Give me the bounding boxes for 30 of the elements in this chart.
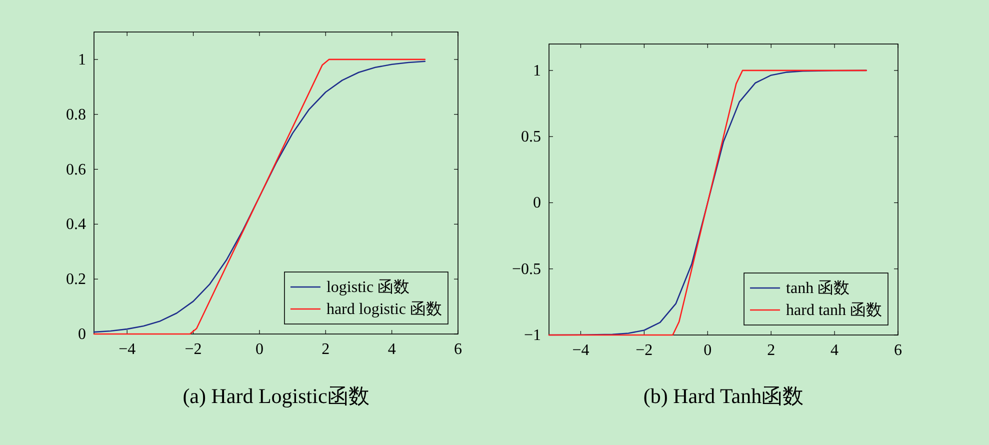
y-tick-label: −1 (524, 327, 541, 344)
legend-label: hard logistic 函数 (326, 301, 442, 318)
text: (a) Hard Logistic函数 (182, 384, 370, 408)
y-tick-label: 0.8 (66, 106, 86, 124)
y-tick-label: −0.5 (512, 260, 541, 278)
legend-label: hard tanh 函数 (786, 302, 882, 319)
legend-label: tanh 函数 (786, 280, 850, 297)
y-tick-label: 0.6 (66, 161, 86, 178)
y-tick-label: 0 (533, 194, 541, 212)
legend-label: logistic 函数 (326, 279, 410, 296)
x-tick-label: −2 (184, 341, 202, 358)
y-tick-label: 1 (533, 62, 541, 80)
x-tick-label: 2 (767, 342, 776, 359)
line-series (548, 70, 867, 336)
x-tick-label: −2 (636, 342, 653, 359)
y-tick-label: 0 (78, 326, 86, 343)
text: (b) Hard Tanh函数 (643, 384, 804, 408)
x-tick-label: −4 (118, 341, 136, 358)
y-tick-label: 0.5 (521, 128, 541, 146)
y-tick-label: 0.4 (66, 216, 86, 234)
x-tick-label: 4 (830, 342, 839, 359)
x-tick-label: 2 (322, 341, 330, 358)
x-tick-label: 6 (454, 341, 462, 358)
x-tick-label: 0 (704, 342, 712, 359)
y-tick-label: 1 (78, 51, 86, 68)
x-tick-label: −4 (572, 342, 590, 359)
x-tick-label: 6 (894, 342, 902, 359)
y-tick-label: 0.2 (66, 271, 86, 288)
x-tick-label: 4 (388, 341, 396, 358)
x-tick-label: 0 (255, 341, 264, 358)
